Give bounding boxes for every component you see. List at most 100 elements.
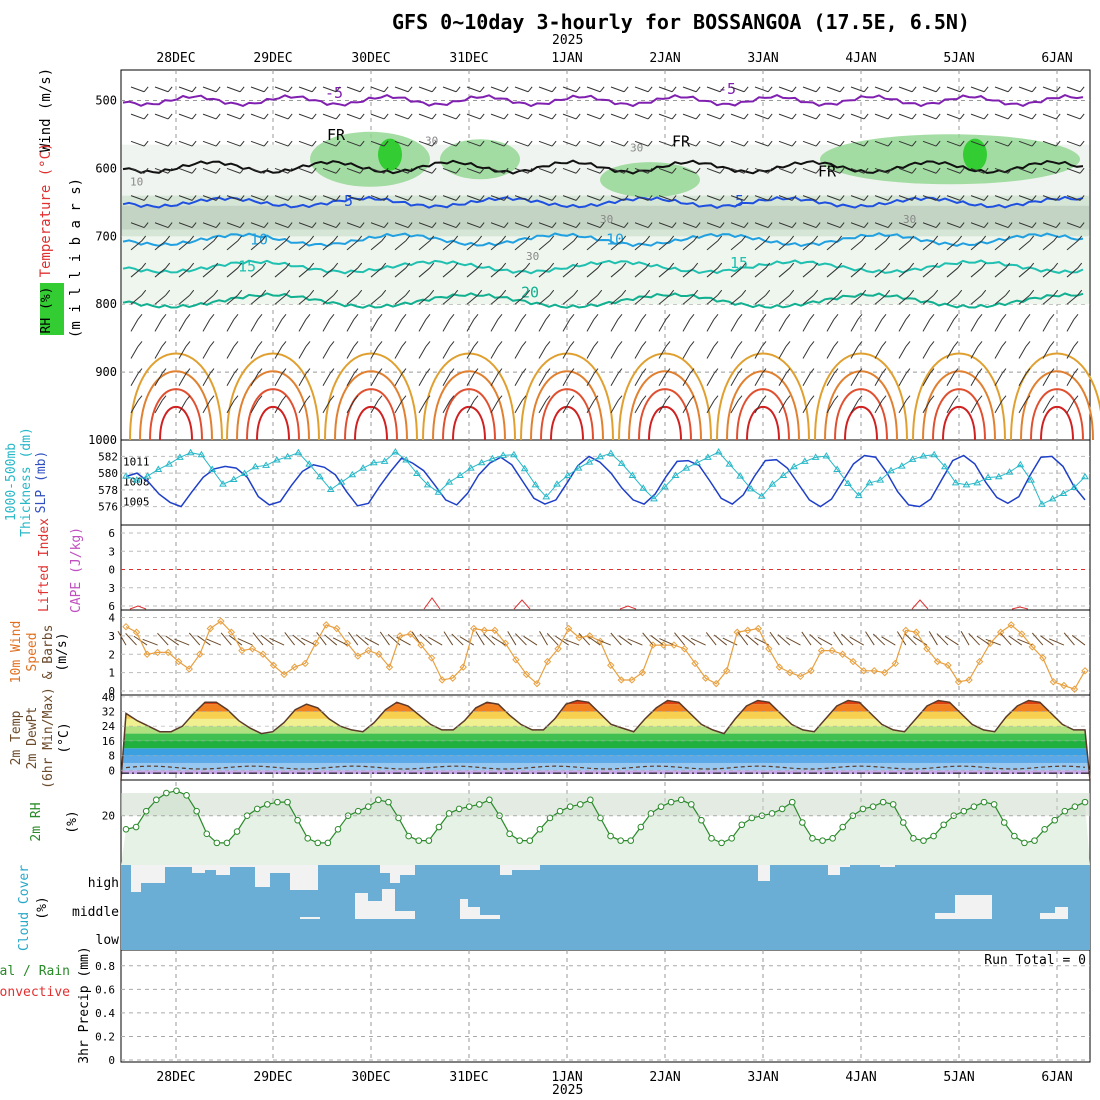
wind-barb [850, 222, 865, 229]
wind-barb-flag [791, 140, 797, 147]
wind-barb-flag [261, 235, 267, 242]
wind-barb-flag [449, 368, 455, 374]
wind-barb [682, 267, 695, 278]
wind-barb [322, 113, 337, 120]
label-2m-rh: 2m RH [29, 802, 44, 841]
wind-barb-10m [618, 635, 633, 646]
wind-barb-flag [137, 368, 143, 374]
wind-speed-line [125, 620, 1086, 690]
cloud-high-bar [880, 865, 895, 867]
cloud-mid-bar [355, 893, 368, 919]
wind-barb [154, 319, 163, 332]
wind-barb [202, 140, 217, 147]
contour-label: FR [818, 163, 837, 181]
wind-barb-flag [887, 167, 893, 174]
rh-point [576, 801, 584, 808]
wind-barb [418, 346, 427, 359]
wind-barb-flag [959, 140, 965, 147]
wind-barb-flag [407, 113, 413, 120]
slp-line [125, 451, 1086, 505]
wind-barb-10m [475, 631, 485, 646]
wind-barb [1018, 240, 1031, 251]
wind-barb [466, 113, 481, 120]
wind-barb-flag [357, 289, 363, 296]
wind-barb-flag [569, 341, 575, 347]
date-label-top: 6JAN [1041, 51, 1072, 66]
wind-barb-flag [669, 262, 675, 269]
temp-band [121, 726, 1090, 734]
wind-barb [202, 294, 215, 305]
wind-barb [442, 140, 457, 147]
rh-point [1021, 839, 1028, 847]
rh-point [142, 807, 150, 815]
wind-barb [418, 86, 433, 93]
wind-barb [538, 267, 551, 278]
wind-barb-flag [953, 341, 959, 347]
rh-point [970, 803, 978, 810]
wind-barb-flag [839, 86, 845, 93]
wind-barb [514, 167, 529, 174]
wind-barb-flag [575, 167, 581, 174]
temperature-contour [149, 388, 203, 441]
wind-barb [874, 240, 887, 251]
wind-barb-flag [933, 262, 939, 269]
wind-barb-flag [647, 167, 653, 174]
wind-speed-point [754, 624, 763, 633]
wind-barb-flag [1029, 262, 1035, 269]
wind-barb-flag [695, 195, 701, 201]
wind-speed-point [501, 639, 510, 647]
wind-barb-flag [957, 262, 963, 269]
wind-barb [658, 267, 671, 278]
wind-barb [250, 319, 259, 332]
date-label-bottom: 4JAN [845, 1070, 876, 1085]
wind-barb-flag [1079, 195, 1085, 201]
wind-speed-point [744, 626, 752, 635]
rh-point [415, 837, 423, 844]
wind-barb-flag [1049, 341, 1055, 347]
label-cape: CAPE (J/kg) [69, 527, 84, 613]
wind-barb [562, 346, 571, 359]
wind-speed-point [722, 667, 731, 675]
contour-label: -5 [718, 80, 736, 98]
slp-point [1027, 476, 1036, 483]
wind-speed-point [1039, 654, 1047, 662]
rh-point [859, 805, 867, 813]
cloud-mid-bar [468, 907, 480, 919]
wind-barb-flag [1077, 289, 1083, 296]
wind-barb-flag [1007, 222, 1013, 228]
wind-barb [898, 400, 907, 414]
wind-barb-flag [575, 195, 581, 201]
wind-speed-point [828, 646, 836, 655]
wind-barb-flag [761, 368, 767, 374]
rh-moist-blob [440, 139, 520, 180]
wind-barb [874, 373, 883, 386]
wind-barb-flag [959, 222, 965, 228]
wind-barb-flag [453, 235, 459, 242]
wind-barb [226, 167, 241, 174]
rh-point [617, 837, 624, 844]
rh-point [829, 835, 836, 842]
wind-barb-flag [815, 140, 821, 147]
thickness-tick-label: 582 [98, 450, 118, 463]
slp-point [639, 484, 648, 491]
wind-barb-flag [959, 86, 965, 93]
wind-barb [202, 240, 215, 251]
wind-barb-flag [497, 395, 503, 402]
wind-barb-flag [623, 222, 629, 228]
wind-barb [490, 140, 505, 147]
wind-barb [658, 86, 673, 93]
isotherm-10 [122, 232, 1084, 248]
wind-barb [682, 167, 697, 174]
wind-barb-flag [1005, 262, 1011, 269]
wind-barb-flag [233, 368, 239, 374]
wind-barb-flag [641, 313, 647, 320]
wind-barb-flag [1077, 262, 1083, 269]
wind-speed-point [564, 624, 573, 633]
rh-point [1081, 798, 1089, 806]
wind-barb [562, 267, 575, 278]
wind-barb-flag [1073, 341, 1079, 347]
wind-barb-flag [503, 113, 509, 120]
wind-barb-flag [1031, 113, 1037, 120]
cloud-high-bar [840, 865, 850, 867]
